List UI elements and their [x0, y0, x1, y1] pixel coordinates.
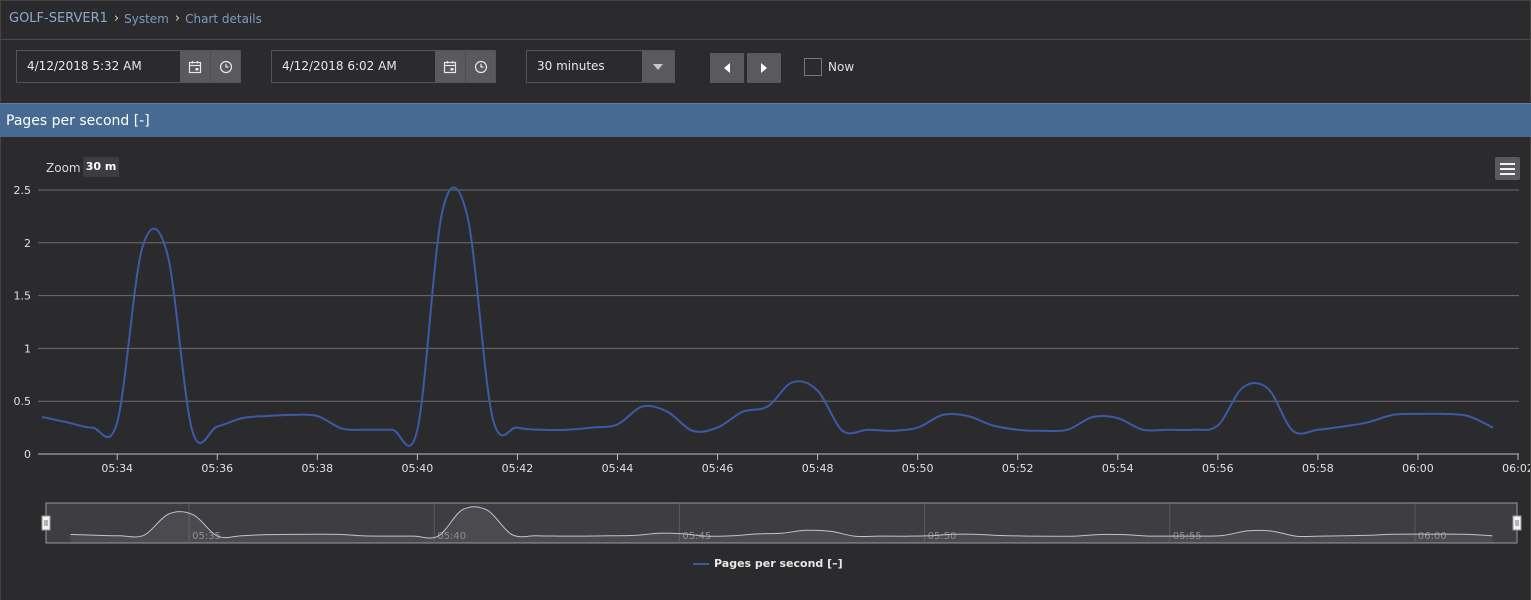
toolbar: 30 minutes Now	[0, 40, 1531, 102]
y-tick-label: 1	[24, 342, 31, 355]
end-datetime-input[interactable]	[272, 51, 435, 82]
hamburger-menu-icon	[1500, 167, 1515, 170]
y-tick-label: 0	[24, 448, 31, 461]
breadcrumb-current-page: Chart details	[185, 11, 262, 26]
series-line-pages-per-second	[41, 186, 1494, 447]
now-checkbox[interactable]	[804, 58, 822, 76]
breadcrumb-bar: GOLF-SERVER1 › System › Chart details	[0, 0, 1531, 40]
chart-menu-button[interactable]	[1495, 157, 1520, 180]
legend-line-icon	[693, 562, 709, 565]
x-tick-label: 05:42	[502, 462, 534, 475]
start-calendar-button[interactable]	[180, 51, 210, 82]
navigator-right-handle[interactable]	[1512, 515, 1522, 531]
line-chart: 0 0.5 1 1.5 2 2.5 05:34 05:36 05:38 05:40 05:42 05:…	[14, 184, 1530, 544]
x-tick-label: 05:48	[802, 462, 834, 475]
x-tick-label: 05:44	[602, 462, 634, 475]
now-checkbox-label[interactable]: Now	[828, 60, 855, 74]
navigator-tick-label: 05:45	[682, 531, 711, 542]
breadcrumb-server-link[interactable]: GOLF-SERVER1	[9, 11, 108, 26]
end-calendar-button[interactable]	[435, 51, 465, 82]
navigator-tick-label: 05:50	[928, 531, 957, 542]
start-clock-button[interactable]	[210, 51, 240, 82]
navigator-left-handle[interactable]	[41, 515, 51, 531]
x-tick-label: 05:56	[1202, 462, 1234, 475]
navigator-tick-label: 05:35	[192, 531, 221, 542]
y-tick-label: 2.5	[14, 184, 32, 197]
start-datetime-field	[16, 50, 241, 83]
legend-item[interactable]: Pages per second [–]	[693, 557, 843, 570]
start-datetime-input[interactable]	[17, 51, 180, 82]
panel-title: Pages per second [-]	[6, 113, 150, 129]
chevron-right-icon: ›	[174, 11, 181, 26]
calendar-icon	[188, 60, 202, 73]
previous-period-button[interactable]	[710, 53, 744, 83]
end-clock-button[interactable]	[465, 51, 495, 82]
x-tick-label: 06:00	[1402, 462, 1434, 475]
breadcrumb: GOLF-SERVER1 › System › Chart details	[9, 11, 262, 26]
chart-area: 0 0.5 1 1.5 2 2.5 05:34 05:36 05:38 05:40 05:42 05:…	[0, 137, 1531, 600]
range-select[interactable]: 30 minutes	[526, 50, 675, 83]
y-tick-label: 0.5	[14, 395, 32, 408]
navigator-series-line	[70, 506, 1493, 539]
x-tick-label: 05:50	[902, 462, 934, 475]
navigator-tick-label: 06:00	[1418, 531, 1447, 542]
chevron-down-icon	[653, 63, 663, 70]
x-tick-label: 05:46	[702, 462, 734, 475]
legend-label: Pages per second [–]	[714, 557, 843, 570]
caret-right-icon	[761, 63, 767, 73]
range-dropdown-button[interactable]	[642, 51, 674, 82]
navigator-area	[70, 506, 1493, 543]
panel-header[interactable]: Pages per second [-]	[0, 103, 1531, 137]
hamburger-menu-icon	[1500, 162, 1515, 165]
navigator-tick-label: 05:40	[437, 531, 466, 542]
x-tick-label: 05:58	[1302, 462, 1334, 475]
chevron-right-icon: ›	[113, 11, 120, 26]
y-tick-label: 2	[24, 237, 31, 250]
calendar-icon	[443, 60, 457, 73]
x-tick-label: 05:52	[1002, 462, 1034, 475]
range-select-value: 30 minutes	[537, 59, 605, 73]
clock-icon	[474, 60, 487, 73]
x-tick-label: 05:54	[1102, 462, 1134, 475]
zoom-label: Zoom	[46, 161, 81, 175]
caret-left-icon	[724, 63, 730, 73]
x-tick-label: 06:02	[1502, 462, 1530, 475]
y-tick-label: 1.5	[14, 290, 32, 303]
zoom-30m-button[interactable]: 30 m	[83, 157, 119, 177]
next-period-button[interactable]	[747, 53, 781, 83]
end-datetime-field	[271, 50, 496, 83]
x-tick-label: 05:38	[301, 462, 333, 475]
x-tick-label: 05:34	[101, 462, 133, 475]
hamburger-menu-icon	[1500, 172, 1515, 175]
clock-icon	[219, 60, 232, 73]
x-tick-label: 05:40	[402, 462, 434, 475]
breadcrumb-system-link[interactable]: System	[124, 11, 169, 26]
x-tick-label: 05:36	[201, 462, 233, 475]
navigator-window	[45, 502, 1518, 544]
